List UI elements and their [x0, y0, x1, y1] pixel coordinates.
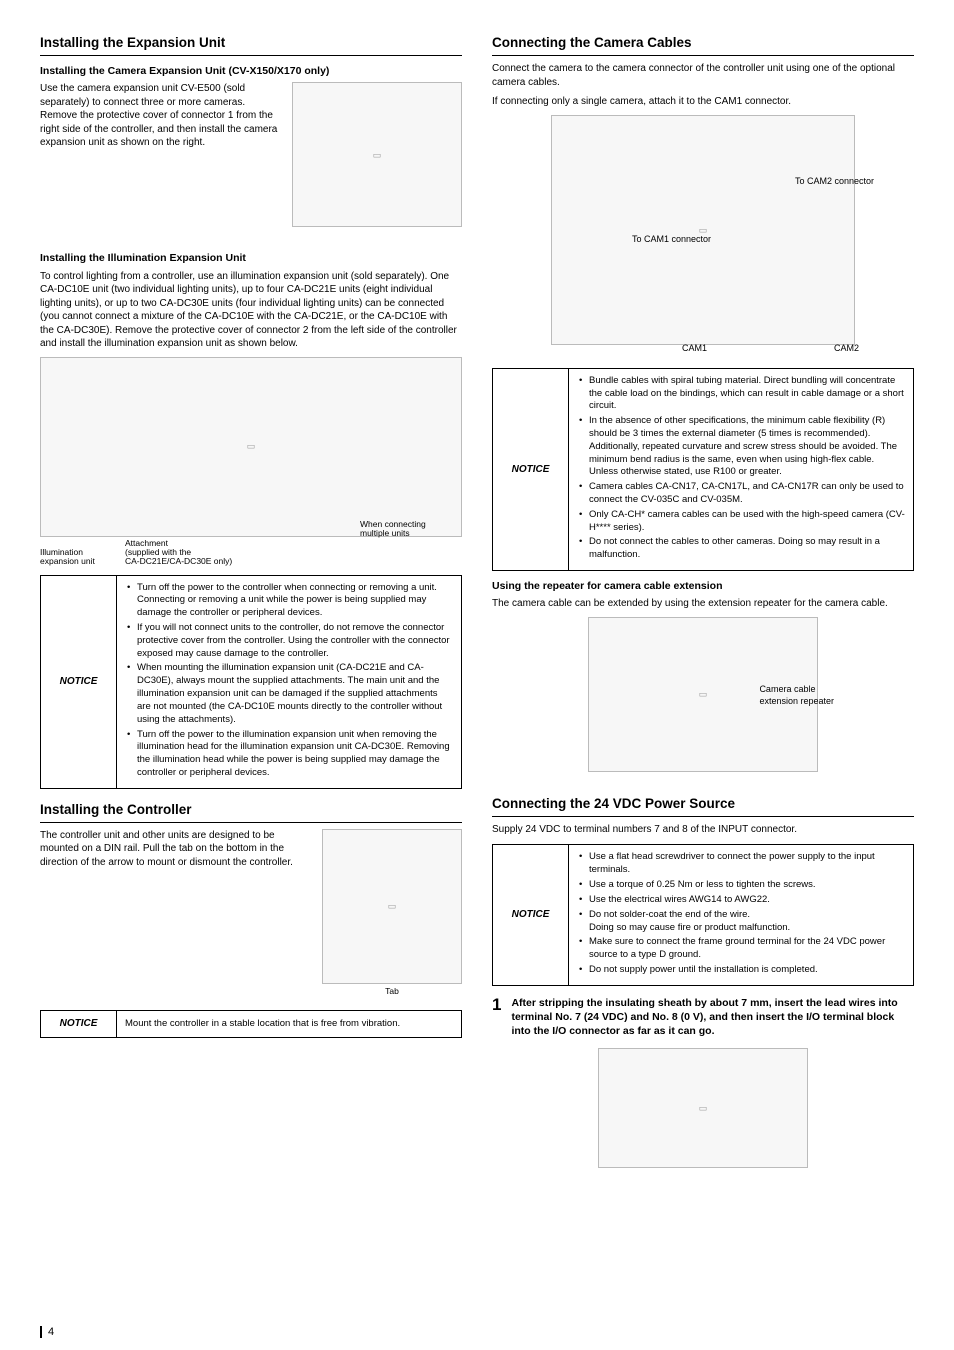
notice-item: Use a flat head screwdriver to connect t…: [577, 851, 905, 877]
para-24vdc: Supply 24 VDC to terminal numbers 7 and …: [492, 823, 914, 837]
notice-list-1: Turn off the power to the controller whe…: [125, 582, 453, 780]
subtitle-camera-exp: Installing the Camera Expansion Unit (CV…: [40, 64, 462, 78]
figure-camera-expansion: ▭: [292, 82, 462, 227]
notice-list-3: Bundle cables with spiral tubing materia…: [577, 375, 905, 562]
notice-box-3: NOTICE Bundle cables with spiral tubing …: [492, 368, 914, 571]
notice-item: Do not solder-coat the end of the wire. …: [577, 909, 905, 935]
figure-cam-cables: ▭: [551, 115, 855, 345]
subtitle-repeater: Using the repeater for camera cable exte…: [492, 579, 914, 593]
para-illum-exp: To control lighting from a controller, u…: [40, 270, 462, 351]
notice-list-4: Use a flat head screwdriver to connect t…: [577, 851, 905, 976]
notice-box-1: NOTICE Turn off the power to the control…: [40, 575, 462, 789]
fig-label-when: When connecting multiple units: [360, 520, 450, 539]
notice-item: Only CA-CH* camera cables can be used wi…: [577, 509, 905, 535]
fig-label-cam2: CAM2: [834, 342, 859, 354]
subtitle-illum-exp: Installing the Illumination Expansion Un…: [40, 251, 462, 265]
notice-item: Use a torque of 0.25 Nm or less to tight…: [577, 879, 905, 892]
notice-item: When mounting the illumination expansion…: [125, 662, 453, 726]
fig-label-to-cam2: To CAM2 connector: [795, 175, 874, 187]
notice-label-1: NOTICE: [41, 575, 117, 788]
section-title-controller: Installing the Controller: [40, 801, 462, 823]
figure-illum-exp-wrap: ▭ Illumination expansion unit Attachment…: [40, 357, 462, 567]
fig-label-illum: Illumination expansion unit: [40, 548, 110, 567]
notice-item: Turn off the power to the illumination e…: [125, 729, 453, 780]
left-column: Installing the Expansion Unit Installing…: [40, 30, 462, 1168]
figure-illum-exp: ▭: [40, 357, 462, 537]
step-1-text: After stripping the insulating sheath by…: [511, 996, 914, 1039]
figure-terminal-block: ▭: [598, 1048, 808, 1168]
notice-label-4: NOTICE: [493, 845, 569, 985]
para-cam-cables-1: Connect the camera to the camera connect…: [492, 62, 914, 89]
step-1: 1 After stripping the insulating sheath …: [492, 996, 914, 1039]
section-title-24vdc: Connecting the 24 VDC Power Source: [492, 795, 914, 817]
notice-box-4: NOTICE Use a flat head screwdriver to co…: [492, 844, 914, 985]
notice-item: Camera cables CA-CN17, CA-CN17L, and CA-…: [577, 481, 905, 507]
figure-repeater-wrap: ▭ Camera cable extension repeater: [492, 617, 914, 777]
notice-label-2: NOTICE: [41, 1011, 117, 1038]
page-number: 4: [40, 1325, 54, 1340]
notice-item: In the absence of other specifications, …: [577, 415, 905, 479]
notice-text-2: Mount the controller in a stable locatio…: [125, 1018, 400, 1029]
step-1-num: 1: [492, 996, 501, 1039]
fig-label-attach: Attachment (supplied with the CA-DC21E/C…: [125, 539, 265, 567]
notice-item: Do not supply power until the installati…: [577, 964, 905, 977]
notice-item: Turn off the power to the controller whe…: [125, 582, 453, 620]
notice-item: Do not connect the cables to other camer…: [577, 536, 905, 562]
right-column: Connecting the Camera Cables Connect the…: [492, 30, 914, 1168]
fig-label-to-cam1: To CAM1 connector: [632, 233, 711, 245]
notice-box-2: NOTICE Mount the controller in a stable …: [40, 1010, 462, 1038]
para-cam-cables-2: If connecting only a single camera, atta…: [492, 95, 914, 109]
notice-item: If you will not connect units to the con…: [125, 622, 453, 660]
notice-label-3: NOTICE: [493, 368, 569, 570]
fig-label-tab: Tab: [322, 987, 462, 996]
figure-controller: ▭: [322, 829, 462, 984]
fig-label-repeater: Camera cable extension repeater: [759, 683, 834, 707]
para-repeater: The camera cable can be extended by usin…: [492, 597, 914, 611]
notice-item: Bundle cables with spiral tubing materia…: [577, 375, 905, 413]
section-title-camera-cables: Connecting the Camera Cables: [492, 34, 914, 56]
fig-label-cam1: CAM1: [682, 342, 707, 354]
notice-item: Use the electrical wires AWG14 to AWG22.: [577, 894, 905, 907]
notice-item: Make sure to connect the frame ground te…: [577, 936, 905, 962]
figure-controller-wrap: ▭ Tab: [322, 829, 462, 996]
section-title-expansion: Installing the Expansion Unit: [40, 34, 462, 56]
figure-cam-cables-wrap: ▭ To CAM2 connector To CAM1 connector CA…: [492, 115, 914, 360]
